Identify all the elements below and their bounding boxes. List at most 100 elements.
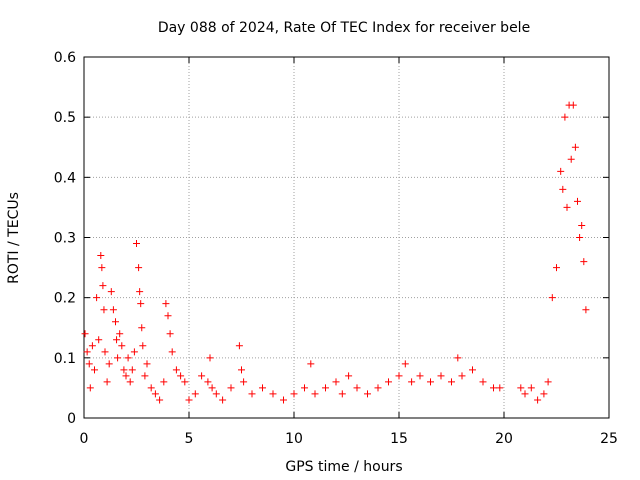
- data-point: [130, 348, 138, 356]
- data-point: [427, 378, 434, 386]
- data-point: [469, 366, 476, 374]
- data-point: [490, 384, 497, 392]
- data-point: [124, 354, 132, 362]
- data-point: [458, 372, 466, 380]
- data-point: [198, 372, 206, 380]
- data-point: [479, 378, 487, 386]
- data-point: [91, 366, 98, 374]
- x-tick-label: 25: [600, 431, 618, 447]
- data-point: [139, 342, 147, 350]
- data-point: [168, 348, 176, 356]
- y-tick-label: 0.6: [54, 50, 76, 66]
- data-point: [395, 372, 403, 380]
- data-point: [156, 396, 164, 404]
- data-point: [322, 384, 329, 392]
- data-point: [448, 378, 455, 386]
- data-point: [166, 330, 174, 338]
- data-point: [454, 354, 462, 362]
- data-point: [98, 264, 106, 272]
- data-point: [208, 384, 216, 392]
- data-point: [408, 378, 416, 386]
- data-point: [177, 372, 185, 380]
- data-point: [135, 264, 143, 272]
- chart-title: Day 088 of 2024, Rate Of TEC Index for r…: [158, 20, 530, 36]
- x-axis-label: GPS time / hours: [285, 459, 402, 475]
- data-point: [181, 378, 189, 386]
- data-point: [521, 390, 529, 398]
- data-point: [101, 348, 109, 356]
- data-point: [162, 300, 170, 308]
- data-point: [93, 294, 101, 302]
- data-point: [561, 113, 569, 121]
- data-point: [151, 390, 159, 398]
- data-point: [437, 372, 445, 380]
- data-point: [95, 336, 103, 344]
- data-point: [136, 288, 144, 296]
- data-point: [113, 336, 121, 344]
- data-point: [204, 378, 212, 386]
- data-point: [401, 360, 409, 368]
- data-point: [122, 372, 130, 380]
- x-tick-label: 5: [185, 431, 194, 447]
- data-point: [553, 264, 560, 272]
- data-point: [100, 306, 108, 314]
- data-points: [81, 101, 590, 404]
- data-point: [567, 155, 575, 163]
- data-point: [557, 167, 565, 175]
- data-point: [571, 143, 579, 151]
- data-point: [172, 366, 180, 374]
- data-point: [86, 384, 94, 392]
- data-point: [147, 384, 155, 392]
- grid-lines: [84, 57, 609, 418]
- data-point: [118, 342, 126, 350]
- data-point: [332, 378, 340, 386]
- x-axis: 0 5 10 15 20 25: [80, 57, 618, 447]
- data-point: [544, 378, 552, 386]
- data-point: [99, 282, 107, 290]
- data-point: [527, 384, 535, 392]
- y-tick-label: 0.5: [54, 110, 76, 126]
- data-point: [307, 360, 315, 368]
- data-point: [385, 378, 392, 386]
- data-point: [116, 330, 124, 338]
- data-point: [164, 312, 172, 320]
- y-tick-label: 0.3: [54, 231, 76, 247]
- data-point: [109, 306, 117, 314]
- data-point: [290, 390, 298, 398]
- y-tick-label: 0.2: [54, 291, 76, 307]
- data-point: [107, 288, 115, 296]
- data-point: [580, 258, 588, 266]
- data-point: [517, 384, 525, 392]
- data-point: [574, 197, 581, 205]
- data-point: [259, 384, 266, 392]
- data-point: [126, 378, 134, 386]
- data-point: [548, 294, 556, 302]
- y-tick-label: 0.1: [54, 351, 76, 367]
- data-point: [235, 342, 243, 350]
- data-point: [83, 348, 91, 356]
- data-point: [138, 324, 146, 332]
- data-point: [338, 390, 346, 398]
- data-point: [206, 354, 214, 362]
- data-point: [582, 306, 590, 314]
- data-point: [534, 396, 542, 404]
- data-point: [416, 372, 424, 380]
- x-tick-label: 15: [390, 431, 408, 447]
- data-point: [85, 360, 93, 368]
- data-point: [227, 384, 235, 392]
- data-point: [301, 384, 308, 392]
- y-axis: 0 0.1 0.2 0.3 0.4 0.5 0.6: [54, 50, 609, 427]
- data-point: [374, 384, 382, 392]
- data-point: [364, 390, 371, 398]
- data-point: [81, 330, 89, 338]
- data-point: [143, 360, 151, 368]
- data-point: [128, 366, 136, 374]
- data-point: [578, 221, 586, 229]
- data-point: [137, 300, 145, 308]
- data-point: [141, 372, 149, 380]
- data-point: [112, 318, 119, 326]
- y-tick-label: 0: [67, 411, 76, 427]
- data-point: [191, 390, 199, 398]
- x-tick-label: 20: [495, 431, 513, 447]
- data-point: [240, 378, 248, 386]
